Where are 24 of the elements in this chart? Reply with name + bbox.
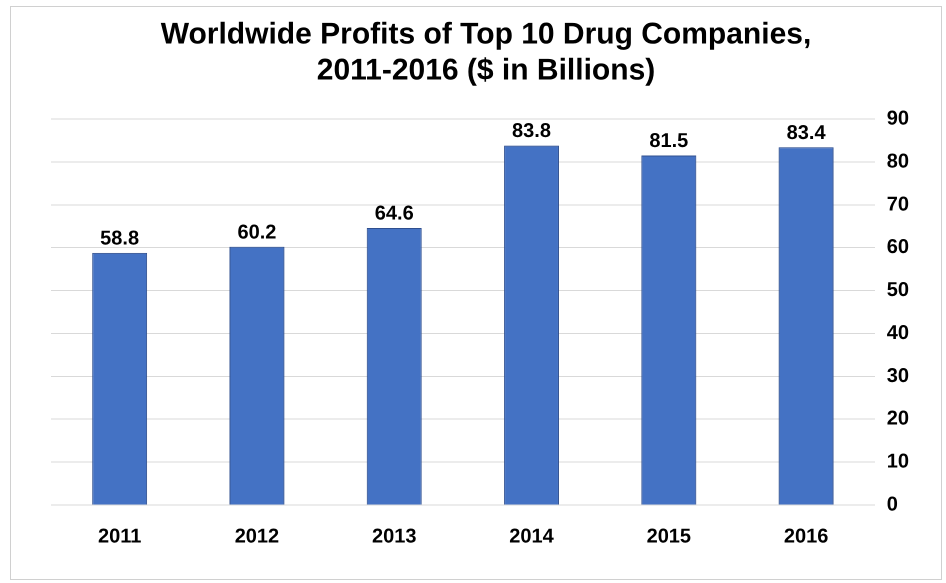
y-tick-label: 50 (886, 279, 910, 302)
y-tick-label: 0 (886, 494, 898, 516)
y-tick-label: 70 (886, 193, 910, 216)
y-tick-label: 20 (886, 408, 910, 430)
data-label: 64.6 (374, 202, 414, 224)
text: Worldwide Profits of Top 10 Drug Companies, (160, 17, 812, 50)
data-label: 58.8 (100, 227, 140, 250)
data-label: 60.2 (237, 221, 276, 244)
y-tick-label: 80 (886, 150, 910, 172)
y-tick-label: 60 (886, 236, 910, 258)
y-tick-label: 90 (886, 108, 910, 130)
x-tick-label: 2013 (372, 526, 416, 548)
y-tick-label: 10 (886, 450, 910, 473)
y-tick-label: 40 (886, 322, 910, 344)
text: 2011-2016 ($ in Billions) (316, 53, 656, 86)
x-tick-label: 2012 (234, 526, 280, 548)
x-tick-label: 2011 (98, 526, 142, 548)
x-tick-label: 2016 (784, 526, 828, 548)
y-tick-label: 30 (886, 364, 910, 387)
data-label: 83.4 (786, 122, 826, 144)
x-tick-label: 2015 (646, 526, 692, 548)
data-label: 81.5 (649, 130, 688, 152)
data-label: 83.8 (512, 120, 551, 142)
x-tick-label: 2014 (509, 526, 555, 548)
